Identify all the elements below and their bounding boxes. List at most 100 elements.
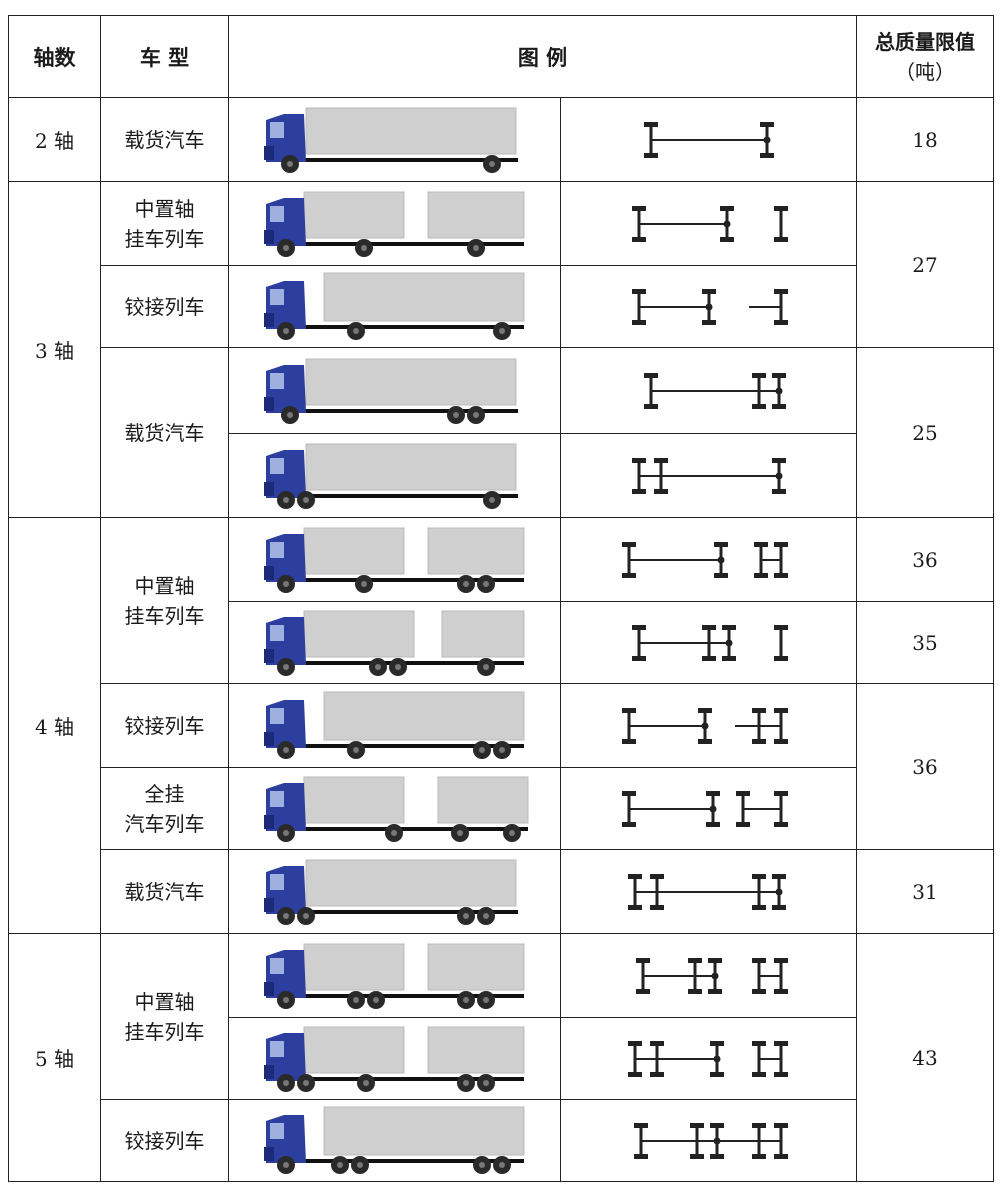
axle-wheel-top [701,624,716,630]
axle-wheel-top [621,541,636,547]
chassis-beam [269,241,524,246]
coupling-line [758,1057,781,1060]
truck-image [228,683,561,768]
axle-wheel-bottom [635,988,650,994]
axle-wheel-top [643,372,658,378]
axle-diagram [560,433,857,518]
wheel-hub [482,1079,489,1086]
vehicle-type: 全挂 汽车列车 [100,767,229,850]
truck-cab-window [269,372,284,389]
wheel-hub [282,580,289,587]
truck-cab-window [269,288,284,305]
truck-image [228,347,561,434]
vehicle-type: 中置轴 挂车列车 [100,517,229,684]
vehicle-type: 中置轴 挂车列车 [100,181,229,266]
axle-wheel-bottom [771,488,786,494]
axle-wheel-top [751,1040,766,1046]
truck-cab-bumper [263,1146,274,1161]
truck-cab-bumper [263,1064,274,1079]
table-row: 3 轴 中置轴 挂车列车 27 [8,181,994,518]
axle-wheel-top [721,624,736,630]
cargo-box [323,1106,524,1155]
truck-cab-window [269,205,284,222]
wheel-hub [352,327,359,334]
truck-cab-window [269,873,284,890]
wheel-hub [282,327,289,334]
chassis-beam [269,408,518,413]
axle-wheel-top [773,205,788,211]
axle-wheel-top [631,205,646,211]
coupling-line [638,305,709,308]
wheel-hub [472,411,479,418]
axle-wheel-bottom [627,904,642,910]
axle-wheel-top [631,457,646,463]
cargo-box [305,358,516,405]
truck-cab-window [269,457,284,474]
axle-wheel-top [773,1122,788,1128]
axle-wheel-bottom [697,738,712,744]
table-row: 铰接列车 [9,1099,994,1182]
chassis-beam [269,577,524,582]
axle-load-limit-table: 轴数 车 型 图 例 总质量限值 （吨） 2 轴 载货汽车 18 3 轴 中置轴… [8,15,994,1182]
truck-image [228,1099,561,1182]
axle-joint [701,722,708,729]
axle-diagram [560,1017,857,1100]
coupling-line [634,890,657,893]
axle-wheel-top [773,957,788,963]
axle-wheel-bottom [701,655,716,661]
axle-wheel-bottom [759,152,774,158]
axle-joint [775,472,782,479]
cargo-box [303,1026,404,1073]
wheel-hub [282,912,289,919]
coupling-line [642,974,695,977]
axle-wheel-bottom [751,1071,766,1077]
axle-wheel-bottom [773,1071,788,1077]
axle-wheel-top [773,1040,788,1046]
axle-wheel-top [751,1122,766,1128]
axle-joint [763,136,770,143]
truck-cab-bumper [263,229,274,244]
chassis-beam [269,1158,524,1163]
cargo-box [441,610,524,657]
wheel-hub [472,244,479,251]
table-row [9,1017,994,1100]
wheel-hub [352,996,359,1003]
chassis-beam [269,157,518,162]
coupling-line [650,389,759,392]
coupling-line [708,641,729,644]
axle-wheel-bottom [707,988,722,994]
wheel-hub [488,496,495,503]
axle-wheel-bottom [751,403,766,409]
truck-image [228,849,561,934]
vehicle-type-line: 挂车列车 [124,603,205,628]
vehicle-type-line: 挂车列车 [124,226,205,251]
axle-bar [779,626,782,659]
wheel-hub [482,912,489,919]
axle-wheel-bottom [773,236,788,242]
coupling-line [758,890,779,893]
wheel-hub [456,829,463,836]
wheel-hub [282,663,289,670]
wheel-hub [282,746,289,753]
coupling-line [628,724,705,727]
truck-cab-window [269,707,284,724]
axle-wheel-top [687,957,702,963]
truck-cab-window [269,1040,284,1057]
axle-wheel-top [719,205,734,211]
cargo-box [323,272,524,321]
axle-diagram [560,347,857,434]
mass-limit: 18 [856,97,994,182]
wheel-hub [360,580,367,587]
coupling-line [660,474,779,477]
axle-wheel-bottom [643,152,658,158]
truck-cab-bumper [263,312,274,327]
truck-cab-window [269,1122,284,1139]
mass-limit: 36 [856,517,994,602]
truck-cab-bumper [263,981,274,996]
axle-count: 2 轴 [8,97,101,182]
mass-limit: 31 [856,849,994,934]
axle-wheel-bottom [751,1153,766,1159]
truck-image [228,601,561,684]
truck-image [228,433,561,518]
wheel-hub [462,580,469,587]
